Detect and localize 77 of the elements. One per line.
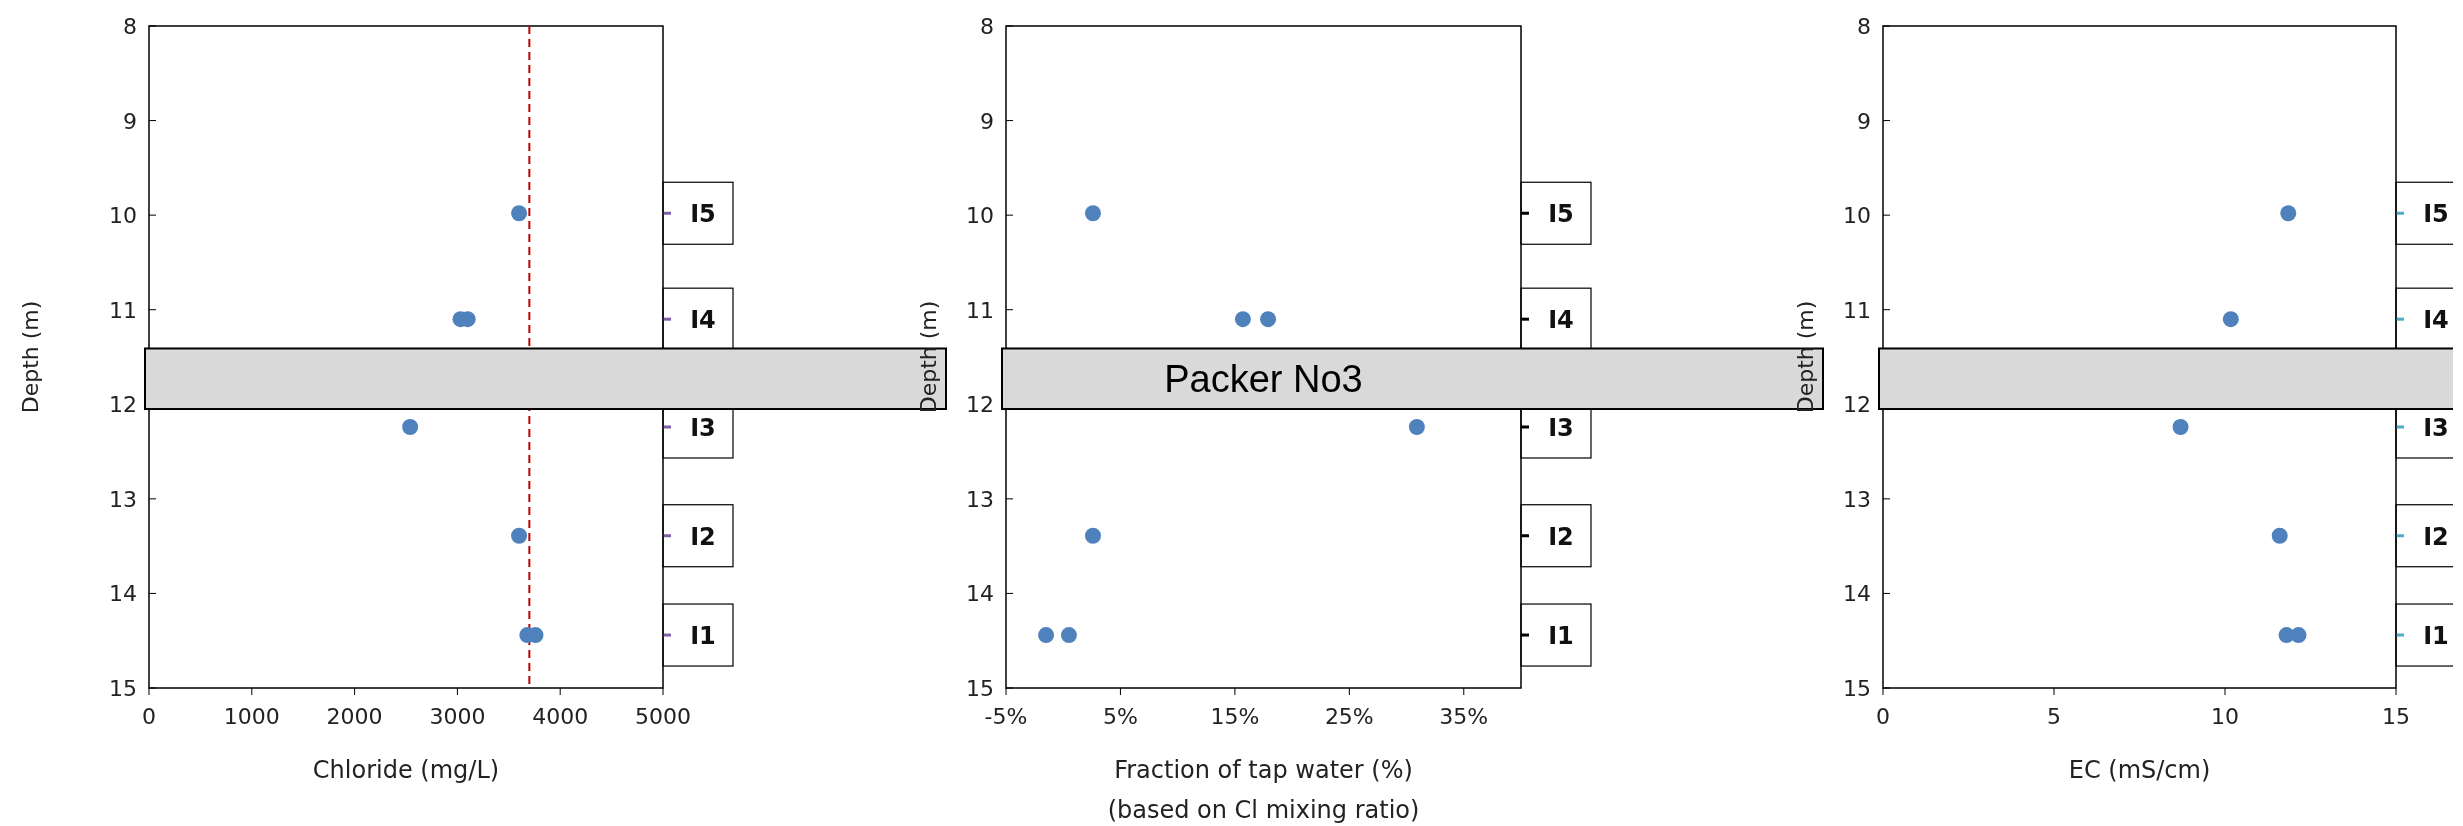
point	[2280, 205, 2297, 222]
point	[2222, 311, 2239, 328]
ref-line-label: I4	[1548, 306, 1574, 335]
y-tick-label: 12	[966, 392, 994, 418]
y-tick-label: 14	[966, 581, 994, 607]
y-tick-label: 11	[1843, 297, 1871, 323]
x-tick-label: 1000	[223, 704, 280, 729]
x-tick-label: 2000	[326, 704, 383, 729]
y-tick-label: 14	[1843, 581, 1871, 607]
x-axis-title: Fraction of tap water (%)	[1114, 756, 1413, 784]
point	[1084, 205, 1101, 222]
text: (based on Cl mixing ratio)	[1107, 796, 1420, 824]
y-axis-title: Depth (m)	[18, 300, 43, 414]
y-tick-label: 15	[1843, 676, 1871, 701]
ref-line-label: I5	[690, 200, 716, 229]
point	[2290, 627, 2307, 644]
point	[511, 205, 528, 222]
point	[1260, 311, 1277, 328]
ref-line-label: I3	[2423, 413, 2449, 442]
y-tick-label: 10	[1843, 203, 1871, 229]
ref-line-label: I2	[2423, 522, 2449, 551]
x-tick-label: 4000	[532, 704, 589, 729]
y-tick-label: 8	[1857, 14, 1871, 39]
y-tick-label: 8	[123, 14, 137, 39]
ref-line-label: I5	[2423, 200, 2449, 229]
y-tick-label: 9	[123, 108, 137, 134]
point	[1234, 311, 1251, 328]
x-tick-label: 5000	[635, 704, 691, 729]
y-tick-label: 9	[980, 108, 994, 134]
x-tick-label: 15	[2382, 704, 2410, 729]
x-tick-label: 3000	[429, 704, 486, 729]
ref-line-label: I1	[2423, 622, 2449, 651]
x-tick-label: 5%	[1102, 704, 1138, 729]
point	[2172, 418, 2189, 435]
x-tick-label: 5	[2047, 704, 2061, 729]
point	[1084, 527, 1101, 544]
y-tick-label: 15	[109, 676, 137, 701]
y-tick-label: 13	[1843, 486, 1871, 512]
y-tick-label: 12	[1843, 392, 1871, 418]
y-tick-label: 15	[966, 676, 994, 701]
ref-line-label: I1	[690, 622, 716, 651]
y-axis-title: Depth (m)	[1793, 300, 1818, 414]
x-tick-label: -5%	[984, 704, 1028, 729]
point	[511, 527, 528, 544]
point	[2271, 527, 2288, 544]
y-tick-label: 11	[109, 297, 137, 323]
x-tick-label: 25%	[1324, 704, 1374, 729]
ref-line-label: I3	[1548, 413, 1574, 442]
y-tick-label: 12	[109, 392, 137, 418]
ref-line-label: I4	[690, 306, 716, 335]
y-tick-label: 9	[1857, 108, 1871, 134]
y-tick-label: 11	[966, 297, 994, 323]
ref-line-label: I3	[690, 413, 716, 442]
x-tick-label: 0	[142, 704, 156, 729]
x-axis-title: EC (mS/cm)	[2068, 756, 2211, 784]
point	[1408, 418, 1425, 435]
ref-line-label: I5	[1548, 200, 1574, 229]
ref-line-label: I4	[2423, 306, 2449, 335]
y-tick-label: 10	[109, 203, 137, 229]
y-tick-label: 14	[109, 581, 137, 607]
point	[402, 418, 419, 435]
x-tick-label: 0	[1876, 704, 1890, 729]
ref-line-label: I2	[1548, 522, 1574, 551]
y-tick-label: 8	[980, 14, 994, 39]
ref-line-label: I2	[690, 522, 716, 551]
y-tick-label: 10	[966, 203, 994, 229]
x-tick-label: 15%	[1210, 704, 1260, 729]
point	[1060, 627, 1077, 644]
x-tick-label: 35%	[1439, 704, 1489, 729]
ref-line-label: I1	[1548, 622, 1574, 651]
x-axis-title: Chloride (mg/L)	[312, 756, 500, 784]
y-axis-title: Depth (m)	[916, 300, 941, 414]
x-tick-label: 10	[2211, 704, 2239, 729]
y-tick-label: 13	[109, 486, 137, 512]
y-tick-label: 13	[966, 486, 994, 512]
band-label: Packer No3	[1164, 357, 1363, 400]
point	[1038, 627, 1055, 644]
